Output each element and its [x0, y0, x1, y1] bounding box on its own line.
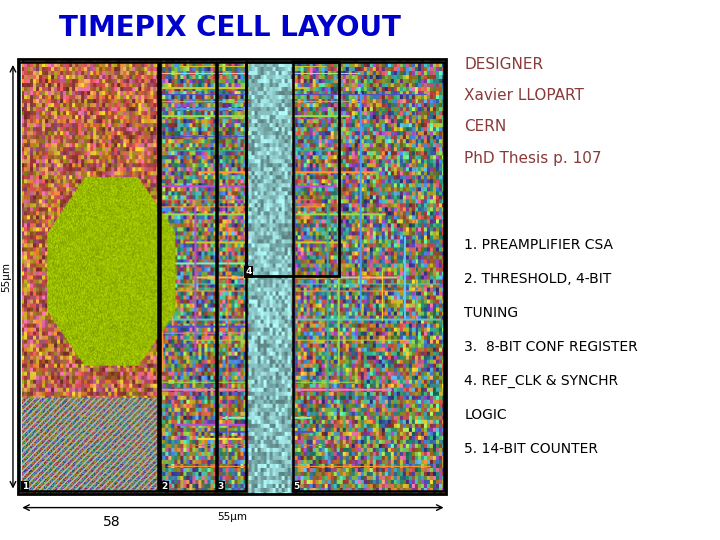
Text: TUNING: TUNING	[464, 306, 518, 320]
Text: 4. REF_CLK & SYNCHR: 4. REF_CLK & SYNCHR	[464, 374, 618, 388]
Text: 3: 3	[217, 482, 224, 491]
Text: 1. PREAMPLIFIER CSA: 1. PREAMPLIFIER CSA	[464, 238, 613, 252]
Bar	[246, 62, 339, 276]
Bar	[217, 62, 246, 491]
Text: 58: 58	[103, 515, 120, 529]
Text: LOGIC: LOGIC	[464, 408, 507, 422]
Text: 55μm: 55μm	[1, 262, 11, 292]
Text: TIMEPIX CELL LAYOUT: TIMEPIX CELL LAYOUT	[60, 14, 401, 42]
Text: 3.  8-BIT CONF REGISTER: 3. 8-BIT CONF REGISTER	[464, 340, 638, 354]
Text: Xavier LLOPART: Xavier LLOPART	[464, 88, 584, 103]
Bar	[160, 62, 216, 491]
Text: 2: 2	[161, 482, 168, 491]
Text: 4: 4	[246, 267, 252, 276]
Bar	[18, 59, 22, 494]
Text: CERN: CERN	[464, 119, 507, 134]
Text: 2. THRESHOLD, 4-BIT: 2. THRESHOLD, 4-BIT	[464, 272, 612, 286]
Text: 5. 14-BIT COUNTER: 5. 14-BIT COUNTER	[464, 442, 598, 456]
Bar	[18, 59, 446, 494]
Bar	[19, 62, 158, 491]
Text: PhD Thesis p. 107: PhD Thesis p. 107	[464, 151, 602, 166]
Text: DESIGNER: DESIGNER	[464, 57, 544, 72]
Bar	[293, 62, 444, 491]
Text: 5: 5	[293, 482, 300, 491]
Text: 55μm: 55μm	[217, 512, 248, 522]
Text: 1: 1	[22, 482, 28, 491]
